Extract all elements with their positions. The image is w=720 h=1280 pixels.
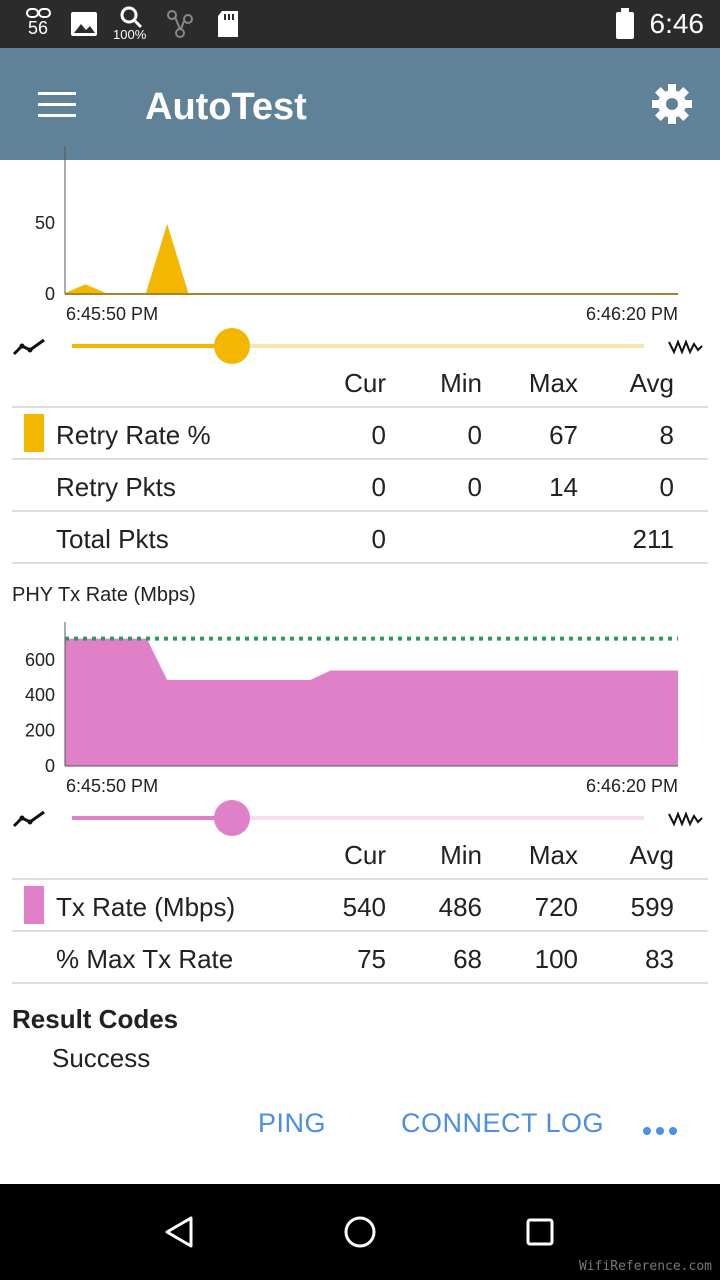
table-header-row: Cur Min Max Avg — [12, 364, 708, 408]
tx-zoom-slider[interactable] — [0, 798, 720, 838]
y-tick-label: 600 — [25, 650, 55, 670]
y-tick-label: 0 — [45, 284, 55, 304]
cell-max: 720 — [534, 892, 578, 922]
battery-icon — [614, 8, 636, 45]
ping-button[interactable]: PING — [258, 1108, 327, 1138]
search-icon — [120, 6, 144, 35]
table-row: Total Pkts 0 211 — [12, 512, 708, 564]
table-row: Tx Rate (Mbps) 540 486 720 599 — [12, 880, 708, 932]
recents-icon[interactable] — [526, 1218, 554, 1251]
slider-fill — [72, 816, 233, 820]
slider-fill — [72, 344, 233, 348]
header-avg: Avg — [629, 368, 674, 398]
header-avg: Avg — [629, 840, 674, 870]
more-dots-icon[interactable] — [642, 1124, 678, 1142]
table-row: % Max Tx Rate 75 68 100 83 — [12, 932, 708, 984]
waveform-icon[interactable] — [668, 808, 704, 835]
watermark-text: WifiReference.com — [578, 1259, 712, 1274]
cell-cur: 0 — [371, 472, 386, 502]
cell-avg: 8 — [659, 420, 674, 450]
cell-min: 0 — [467, 472, 482, 502]
retry-x-start-label: 6:45:50 PM — [66, 304, 159, 324]
cell-min: 486 — [438, 892, 482, 922]
link-icon — [26, 8, 52, 27]
signal-label: 56 — [28, 18, 49, 38]
image-icon — [70, 11, 98, 42]
tx-color-swatch — [24, 886, 44, 924]
header-min: Min — [440, 368, 482, 398]
y-tick-label: 200 — [25, 721, 55, 741]
cell-avg: 83 — [645, 944, 674, 974]
slider-thumb[interactable] — [214, 328, 251, 364]
cell-avg: 599 — [630, 892, 674, 922]
cell-min: 68 — [453, 944, 482, 974]
table-header-row: Cur Min Max Avg — [12, 836, 708, 880]
result-codes-title: Result Codes — [12, 1004, 179, 1034]
cell-max: 67 — [549, 420, 578, 450]
row-label: % Max Tx Rate — [56, 944, 234, 974]
search-percent: 100% — [113, 27, 147, 42]
trend-line-icon[interactable] — [12, 808, 48, 835]
sd-card-icon — [216, 10, 240, 43]
navigation-bar: WifiReference.com — [0, 1184, 720, 1280]
header-cur: Cur — [344, 840, 386, 870]
y-tick-label: 400 — [25, 685, 55, 705]
series-area — [64, 223, 678, 295]
series-area — [65, 638, 678, 766]
hub-icon — [166, 9, 196, 44]
app-bar: AutoTest — [0, 48, 720, 160]
status-time: 6:46 — [649, 8, 705, 39]
cell-cur: 75 — [357, 944, 386, 974]
header-max: Max — [528, 840, 578, 870]
cell-max: 100 — [534, 944, 578, 974]
row-label: Retry Pkts — [56, 472, 176, 502]
table-row: Retry Pkts 0 0 14 0 — [12, 460, 708, 512]
tx-x-start-label: 6:45:50 PM — [66, 776, 159, 796]
status-bar: 56 100% 6:4 — [0, 0, 720, 48]
retry-chart: 50 0 6:45:50 PM 6:46:20 PM — [0, 146, 720, 330]
slider-track[interactable] — [72, 816, 644, 820]
y-tick-label: 0 — [45, 756, 55, 776]
header-min: Min — [440, 840, 482, 870]
cell-avg: 0 — [659, 472, 674, 502]
home-icon[interactable] — [343, 1215, 377, 1254]
retry-chart-svg: 50 0 — [35, 146, 679, 304]
slider-thumb[interactable] — [214, 800, 251, 836]
connect-log-button[interactable]: CONNECT LOG — [401, 1108, 605, 1138]
row-label: Tx Rate (Mbps) — [56, 892, 236, 922]
header-max: Max — [528, 368, 578, 398]
tx-x-end-label: 6:46:20 PM — [585, 776, 678, 796]
back-icon[interactable] — [164, 1216, 194, 1253]
cell-cur: 540 — [342, 892, 386, 922]
cell-min: 0 — [467, 420, 482, 450]
header-cur: Cur — [344, 368, 386, 398]
tx-chart-svg: 600 400 200 0 — [25, 622, 679, 776]
trend-line-icon[interactable] — [12, 336, 48, 363]
slider-track[interactable] — [72, 344, 644, 348]
retry-x-end-label: 6:46:20 PM — [585, 304, 678, 324]
gear-icon[interactable] — [650, 82, 694, 126]
cell-avg: 211 — [632, 524, 674, 554]
menu-icon[interactable] — [38, 92, 76, 118]
retry-zoom-slider[interactable] — [0, 326, 720, 366]
row-label: Total Pkts — [56, 524, 169, 554]
app-title: AutoTest — [145, 86, 307, 128]
row-label: Retry Rate % — [56, 420, 211, 450]
result-code-value: Success — [52, 1043, 151, 1073]
phy-tx-rate-title: PHY Tx Rate (Mbps) — [12, 584, 196, 606]
table-row: Retry Rate % 0 0 67 8 — [12, 408, 708, 460]
cell-cur: 0 — [371, 420, 386, 450]
cell-cur: 0 — [371, 524, 386, 554]
retry-color-swatch — [24, 414, 44, 452]
waveform-icon[interactable] — [668, 336, 704, 363]
tx-rate-chart: 600 400 200 0 6:45:50 PM 6:46:20 PM — [0, 620, 720, 800]
cell-max: 14 — [549, 472, 578, 502]
y-tick-label: 50 — [35, 213, 55, 233]
